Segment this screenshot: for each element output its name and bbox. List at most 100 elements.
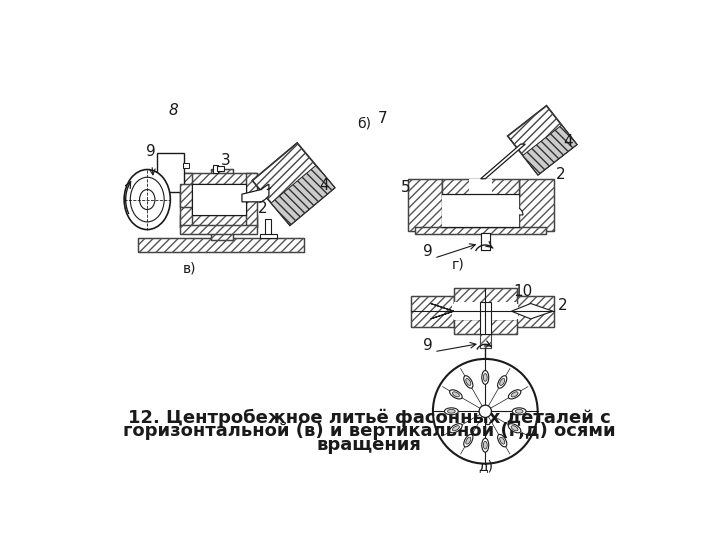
Bar <box>211 168 233 240</box>
Bar <box>183 164 189 168</box>
Polygon shape <box>242 184 269 202</box>
Polygon shape <box>252 143 335 225</box>
Bar <box>411 296 454 327</box>
Polygon shape <box>481 144 526 179</box>
Text: 3: 3 <box>220 153 230 168</box>
Ellipse shape <box>498 434 507 447</box>
Ellipse shape <box>464 434 473 447</box>
Bar <box>211 168 233 240</box>
Bar <box>192 184 246 215</box>
Bar <box>180 173 257 184</box>
Text: 5: 5 <box>400 180 410 195</box>
Bar <box>408 179 442 231</box>
Ellipse shape <box>511 426 518 431</box>
Bar <box>180 173 257 184</box>
Bar <box>180 184 192 207</box>
Text: 2: 2 <box>556 167 566 182</box>
Ellipse shape <box>508 390 521 399</box>
Bar <box>246 173 257 226</box>
Bar <box>138 238 304 252</box>
Bar <box>415 226 546 234</box>
Bar <box>442 179 519 195</box>
Bar <box>415 226 546 234</box>
Ellipse shape <box>444 408 459 415</box>
Text: 9: 9 <box>423 244 433 259</box>
Polygon shape <box>271 165 335 225</box>
Ellipse shape <box>452 426 459 431</box>
Bar <box>217 166 224 171</box>
Bar <box>213 165 218 173</box>
Ellipse shape <box>124 170 171 230</box>
Circle shape <box>479 405 492 417</box>
Bar <box>454 288 517 303</box>
Bar <box>480 334 490 348</box>
Bar <box>481 233 490 249</box>
Polygon shape <box>511 303 553 319</box>
Bar <box>157 153 184 192</box>
Ellipse shape <box>482 438 489 452</box>
Text: д): д) <box>478 460 492 474</box>
Ellipse shape <box>450 424 462 433</box>
Ellipse shape <box>511 392 518 397</box>
Bar <box>180 173 192 226</box>
Bar <box>442 194 519 226</box>
Circle shape <box>433 359 538 464</box>
Text: 10: 10 <box>514 284 533 299</box>
Text: 4: 4 <box>320 178 329 193</box>
Ellipse shape <box>508 424 521 433</box>
Bar <box>452 303 518 319</box>
Ellipse shape <box>140 190 155 210</box>
Polygon shape <box>523 125 577 175</box>
Polygon shape <box>446 204 480 215</box>
Text: 9: 9 <box>145 144 156 159</box>
Polygon shape <box>508 106 577 175</box>
Ellipse shape <box>483 441 487 449</box>
Ellipse shape <box>450 390 462 399</box>
Text: 12. Центробежное литьё фасонных деталей с: 12. Центробежное литьё фасонных деталей … <box>127 408 611 427</box>
Text: б): б) <box>357 117 372 131</box>
Bar <box>260 234 276 238</box>
Bar <box>519 179 554 231</box>
Bar <box>408 179 442 231</box>
Text: в): в) <box>183 262 196 276</box>
Bar <box>442 179 519 195</box>
Ellipse shape <box>483 374 487 381</box>
Bar <box>265 219 271 238</box>
Polygon shape <box>489 204 523 215</box>
Bar <box>469 179 492 225</box>
Ellipse shape <box>512 408 526 415</box>
Bar <box>511 296 554 327</box>
Bar <box>180 225 257 234</box>
Text: 4: 4 <box>563 134 572 148</box>
Text: г): г) <box>452 258 465 272</box>
Bar <box>480 302 490 334</box>
Bar <box>180 215 257 226</box>
Bar <box>180 215 257 226</box>
Ellipse shape <box>482 370 489 384</box>
Ellipse shape <box>448 409 455 413</box>
Ellipse shape <box>500 437 505 444</box>
Ellipse shape <box>452 392 459 397</box>
Bar <box>180 184 192 207</box>
Text: 2: 2 <box>558 298 567 313</box>
Text: вращения: вращения <box>317 436 421 454</box>
Polygon shape <box>431 303 454 319</box>
Text: 9: 9 <box>423 338 433 353</box>
Ellipse shape <box>466 379 471 386</box>
Bar <box>411 296 454 327</box>
Text: 7: 7 <box>378 111 388 126</box>
Ellipse shape <box>500 379 505 386</box>
Bar <box>180 173 192 226</box>
Ellipse shape <box>464 376 473 388</box>
Bar <box>519 179 554 231</box>
Bar <box>481 233 490 249</box>
Bar <box>454 302 517 320</box>
Ellipse shape <box>466 437 471 444</box>
Bar <box>454 288 517 303</box>
Ellipse shape <box>516 409 523 413</box>
Bar <box>480 334 490 348</box>
Bar <box>454 319 517 334</box>
Ellipse shape <box>498 376 507 388</box>
Bar <box>180 225 257 234</box>
Text: 8: 8 <box>168 103 179 118</box>
